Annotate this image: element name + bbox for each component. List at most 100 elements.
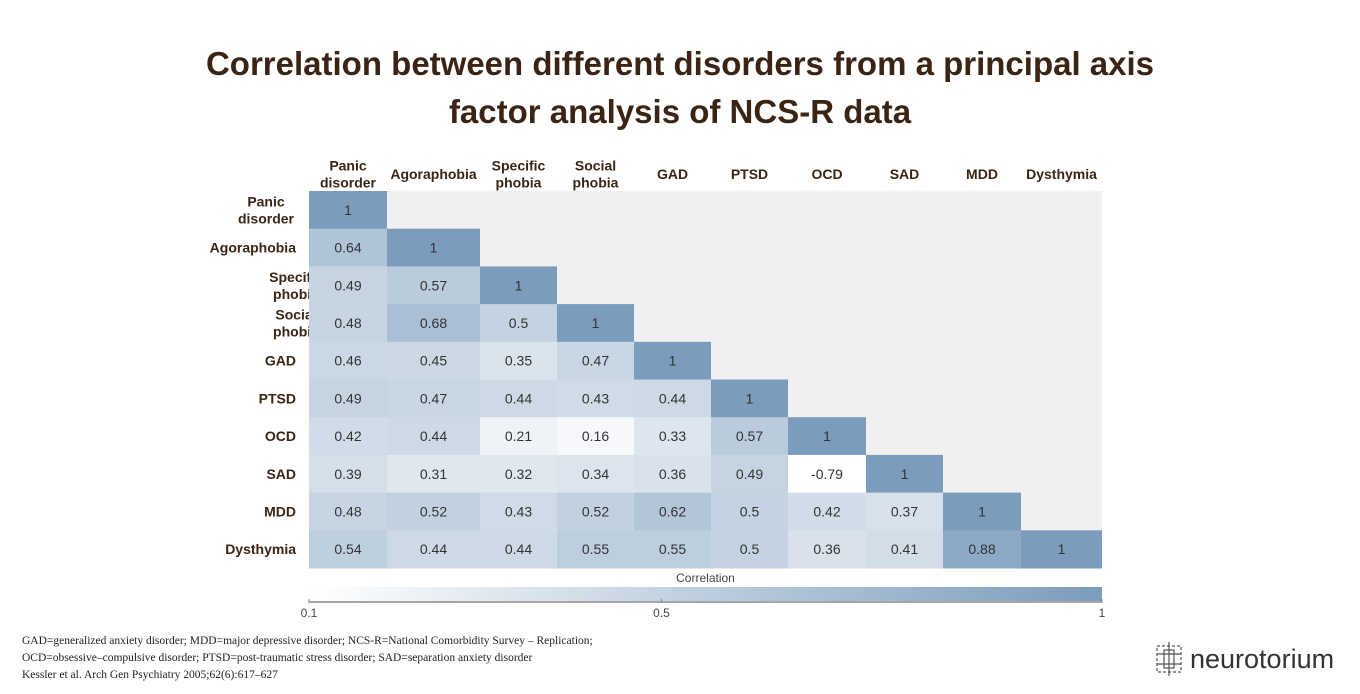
heatmap-cell	[309, 379, 387, 418]
cell-value: 0.5	[740, 541, 760, 557]
cell-value: 1	[592, 315, 600, 331]
heatmap-cell	[557, 304, 634, 343]
column-label: Panic disorder	[320, 158, 377, 191]
column-label: GAD	[657, 166, 688, 182]
cell-value: 0.44	[420, 428, 447, 444]
cell-value: 0.43	[505, 503, 532, 519]
cell-value: 0.16	[582, 428, 609, 444]
heatmap-cell	[309, 530, 387, 569]
cell-value: 0.39	[334, 466, 361, 482]
footnote-abbrev-1: GAD=generalized anxiety disorder; MDD=ma…	[22, 635, 593, 647]
cell-value: 1	[515, 277, 523, 293]
cell-value: 0.57	[736, 428, 763, 444]
heatmap-cell	[788, 454, 866, 494]
heatmap-cell	[387, 379, 480, 418]
heatmap-cell	[480, 417, 557, 456]
heatmap-cell	[557, 417, 634, 456]
row-label: Dysthymia	[225, 541, 296, 557]
heatmap-cell	[634, 530, 711, 569]
row-label: Agoraphobia	[210, 240, 297, 256]
heatmap-cell	[711, 379, 788, 418]
heatmap-cell	[557, 341, 634, 380]
legend-colorbar	[309, 587, 1102, 601]
column-label: MDD	[966, 166, 998, 182]
cell-value: 0.57	[420, 277, 447, 293]
cell-value: 0.46	[334, 353, 361, 369]
cell-value: 0.41	[891, 541, 918, 557]
heatmap-cell	[943, 492, 1021, 531]
heatmap-cell	[309, 454, 387, 494]
heatmap-cell	[943, 530, 1021, 569]
legend-tick-label: 1	[1099, 606, 1106, 620]
cell-value: 0.47	[420, 390, 447, 406]
heatmap-cell	[309, 228, 387, 267]
cell-value: 1	[1058, 541, 1066, 557]
heatmap-cell	[1021, 530, 1102, 569]
heatmap-cell	[309, 266, 387, 305]
cell-value: 0.49	[334, 390, 361, 406]
column-label: Dysthymia	[1026, 166, 1097, 182]
heatmap-cell	[309, 191, 387, 230]
cell-value: 0.37	[891, 503, 918, 519]
cell-value: 0.44	[505, 541, 532, 557]
heatmap-cell	[387, 341, 480, 380]
row-label: Social phobia	[273, 306, 319, 339]
heatmap-cell	[387, 304, 480, 343]
cell-value: 1	[669, 353, 677, 369]
row-label: Panic disorder	[238, 193, 295, 226]
heatmap-cell	[387, 417, 480, 456]
heatmap-cell	[788, 417, 866, 456]
legend-title: Correlation	[676, 571, 735, 585]
title-line-1: Correlation between different disorders …	[205, 45, 1155, 82]
footnotes: GAD=generalized anxiety disorder; MDD=ma…	[22, 633, 593, 684]
row-label: SAD	[266, 466, 296, 482]
cell-value: 0.44	[659, 390, 686, 406]
cell-value: 0.44	[505, 390, 532, 406]
cell-value: 0.55	[659, 541, 686, 557]
cell-value: 0.52	[582, 503, 609, 519]
heatmap-cell	[711, 492, 788, 531]
column-label: Specific phobia	[492, 158, 546, 191]
cell-value: 1	[344, 202, 352, 218]
heatmap-cell	[309, 492, 387, 531]
legend-tick-label: 0.5	[653, 606, 670, 620]
cell-value: 0.62	[659, 503, 686, 519]
column-label: SAD	[890, 166, 920, 182]
cell-value: 0.32	[505, 466, 532, 482]
footnote-reference: Kessler et al. Arch Gen Psychiatry 2005;…	[22, 669, 278, 681]
cell-value: 0.44	[420, 541, 447, 557]
cell-value: 0.47	[582, 353, 609, 369]
cell-value: 0.54	[334, 541, 361, 557]
cell-value: 0.49	[736, 466, 763, 482]
heatmap-cell	[387, 266, 480, 305]
heatmap-cell	[634, 341, 711, 380]
cell-value: 0.88	[968, 541, 995, 557]
row-label: OCD	[265, 428, 296, 444]
cell-value: 0.5	[740, 503, 760, 519]
cell-value: -0.79	[811, 466, 843, 482]
logo-text: neurotorium	[1190, 643, 1335, 674]
cell-value: 0.21	[505, 428, 532, 444]
title-line-2: factor analysis of NCS-R data	[448, 93, 912, 130]
heatmap-cell	[480, 454, 557, 494]
cell-value: 0.55	[582, 541, 609, 557]
cell-value: 0.36	[813, 541, 840, 557]
heatmap-cell	[557, 454, 634, 494]
heatmap-cell	[387, 530, 480, 569]
heatmap-cell	[788, 530, 866, 569]
cell-value: 0.42	[334, 428, 361, 444]
row-label: MDD	[264, 503, 296, 519]
heatmap-cell	[711, 454, 788, 494]
heatmap-cell	[387, 454, 480, 494]
heatmap-cell	[866, 492, 943, 531]
chart-title: Correlation between different disorders …	[0, 40, 1360, 136]
cell-value: 0.42	[813, 503, 840, 519]
heatmap-cell	[788, 492, 866, 531]
heatmap-cell	[634, 417, 711, 456]
cell-value: 0.49	[334, 277, 361, 293]
heatmap-cell	[480, 304, 557, 343]
cell-value: 0.48	[334, 315, 361, 331]
heatmap-cell	[866, 530, 943, 569]
cell-value: 1	[978, 503, 986, 519]
